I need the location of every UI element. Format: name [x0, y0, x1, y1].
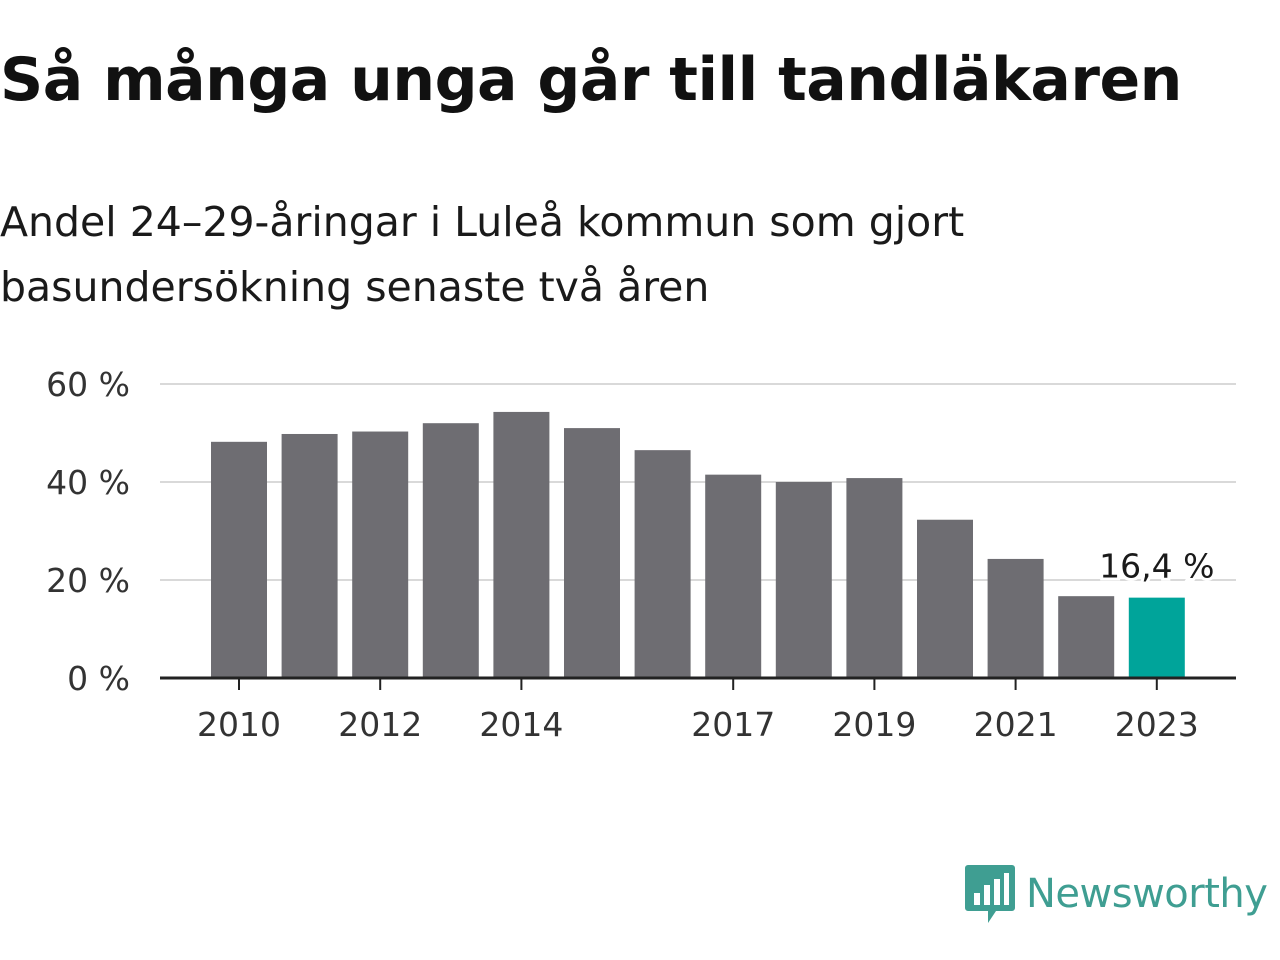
bar-2022 [1058, 596, 1115, 678]
bar-2013 [422, 423, 479, 678]
y-tick-label: 60 % [46, 365, 130, 404]
x-tick-label: 2014 [479, 705, 563, 744]
x-tick-label: 2021 [974, 705, 1058, 744]
bar-2015 [564, 428, 620, 678]
y-tick-label: 0 % [67, 659, 130, 698]
x-tick-label: 2017 [691, 705, 775, 744]
bar-2014 [493, 411, 550, 678]
bar-2021 [987, 558, 1044, 678]
x-tick-label: 2012 [338, 705, 422, 744]
x-tick-label: 2019 [832, 705, 916, 744]
newsworthy-logo: Newsworthy [964, 862, 1268, 926]
x-tick-label: 2023 [1115, 705, 1199, 744]
bar-2017 [705, 474, 762, 678]
bar-2019 [846, 478, 903, 678]
bar-2020 [917, 519, 973, 678]
logo-text: Newsworthy [1026, 871, 1268, 917]
chart-title: Så många unga går till tandläkaren [0, 45, 1182, 115]
x-tick-label: 2010 [197, 705, 281, 744]
y-tick-label: 20 % [46, 561, 130, 600]
y-tick-label: 40 % [46, 463, 130, 502]
bar-2018 [775, 482, 832, 678]
bar-2011 [281, 433, 338, 678]
bar-chart: 0 % 20 % 40 % 60 % 2010 2012 2014 2017 2019 2021 2… [46, 365, 1236, 744]
chart-subtitle: Andel 24–29-åringar i Luleå kommun som g… [0, 198, 965, 311]
value-label-2023: 16,4 % [1099, 547, 1214, 586]
bar-2023 [1128, 597, 1185, 678]
bar-2010 [211, 441, 267, 678]
bar-2016 [634, 450, 691, 678]
bar-2012 [352, 431, 409, 678]
bar-chart-speech-bubble-icon [965, 865, 1015, 923]
